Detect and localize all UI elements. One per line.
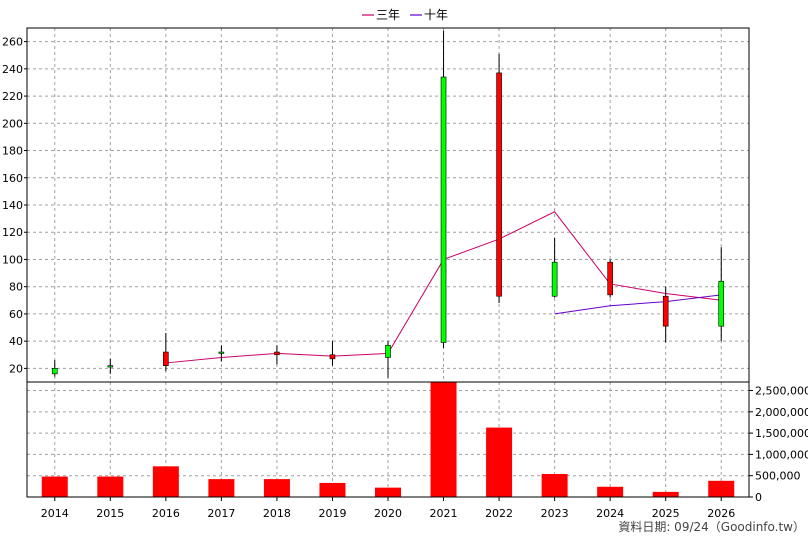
year-tick-label: 2021 bbox=[430, 507, 458, 520]
volume-bar-2023 bbox=[541, 474, 568, 497]
year-tick-label: 2015 bbox=[96, 507, 124, 520]
volume-bar-2025 bbox=[652, 491, 679, 497]
price-tick-label: 20 bbox=[9, 362, 23, 375]
volume-bar-2014 bbox=[41, 476, 68, 497]
volume-tick-label: 1,500,000 bbox=[755, 427, 808, 440]
volume-bar-2021 bbox=[430, 382, 457, 497]
year-tick-label: 2014 bbox=[41, 507, 69, 520]
volume-bar-2018 bbox=[263, 479, 290, 497]
candle-body-2018 bbox=[274, 351, 280, 356]
axes: 20 40 60 80 100 120 140 160 180 200 220 240 260 0 500,… bbox=[2, 27, 808, 520]
candle-body-2022 bbox=[496, 72, 502, 297]
price-tick-label: 140 bbox=[2, 199, 23, 212]
candle-body-2015 bbox=[107, 365, 114, 368]
candle-body-2020 bbox=[385, 344, 391, 358]
volume-bar-2026 bbox=[708, 480, 735, 497]
volume-bar-2015 bbox=[97, 476, 124, 497]
plot-frame bbox=[26, 27, 750, 498]
legend: 三年 十年 bbox=[362, 8, 448, 22]
price-tick-label: 80 bbox=[9, 281, 23, 294]
price-tick-label: 260 bbox=[2, 36, 23, 49]
volume-bar-2022 bbox=[486, 427, 513, 497]
candle-body-2021 bbox=[440, 76, 447, 343]
volume-bars bbox=[41, 382, 735, 497]
price-tick-label: 200 bbox=[2, 117, 23, 130]
candlesticks bbox=[51, 30, 725, 378]
volume-bar-2016 bbox=[152, 466, 179, 497]
candle-body-2019 bbox=[329, 354, 336, 360]
year-tick-label: 2019 bbox=[318, 507, 346, 520]
candle-body-2016 bbox=[163, 351, 169, 366]
ma-line-1 bbox=[554, 294, 722, 315]
price-tick-label: 100 bbox=[2, 253, 23, 266]
volume-bar-2019 bbox=[319, 482, 346, 497]
volume-bar-2024 bbox=[597, 486, 624, 497]
year-tick-label: 2016 bbox=[152, 507, 180, 520]
year-tick-label: 2020 bbox=[374, 507, 402, 520]
volume-tick-label: 2,500,000 bbox=[755, 385, 808, 398]
price-tick-label: 180 bbox=[2, 145, 23, 158]
price-tick-label: 220 bbox=[2, 90, 23, 103]
volume-tick-label: 2,000,000 bbox=[755, 406, 808, 419]
price-tick-label: 40 bbox=[9, 335, 23, 348]
price-tick-label: 160 bbox=[2, 172, 23, 185]
volume-tick-label: 1,000,000 bbox=[755, 448, 808, 461]
year-tick-label: 2017 bbox=[207, 507, 235, 520]
volume-tick-label: 0 bbox=[755, 491, 762, 504]
data-date-footer: 資料日期: 09/24（Goodinfo.tw） bbox=[618, 520, 805, 534]
year-tick-label: 2022 bbox=[485, 507, 513, 520]
candle-body-2026 bbox=[718, 280, 725, 327]
candle-body-2025 bbox=[662, 295, 669, 327]
candle-body-2017 bbox=[218, 351, 225, 354]
volume-bar-2020 bbox=[375, 487, 401, 497]
price-tick-label: 120 bbox=[2, 226, 23, 239]
candle-body-2014 bbox=[51, 368, 58, 375]
grid bbox=[27, 28, 749, 497]
legend-label-0: 三年 bbox=[376, 8, 400, 22]
year-tick-label: 2018 bbox=[263, 507, 291, 520]
year-tick-label: 2026 bbox=[707, 507, 735, 520]
candle-body-2023 bbox=[551, 261, 558, 297]
year-tick-label: 2025 bbox=[652, 507, 680, 520]
price-tick-label: 60 bbox=[9, 308, 23, 321]
candle-body-2024 bbox=[607, 261, 613, 296]
year-tick-label: 2023 bbox=[541, 507, 569, 520]
year-tick-label: 2024 bbox=[596, 507, 624, 520]
legend-label-1: 十年 bbox=[424, 8, 448, 22]
volume-bar-2017 bbox=[208, 479, 235, 497]
price-tick-label: 240 bbox=[2, 63, 23, 76]
volume-tick-label: 500,000 bbox=[755, 470, 801, 483]
